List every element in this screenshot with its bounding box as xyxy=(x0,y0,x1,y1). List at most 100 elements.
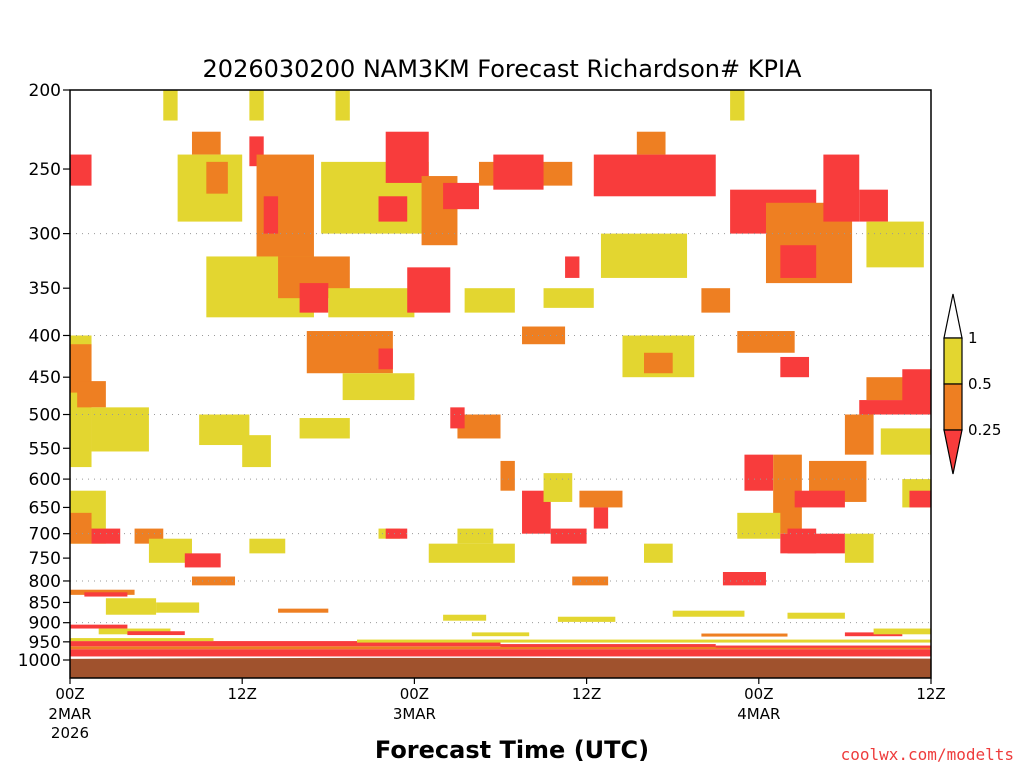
ri-cell-yellow xyxy=(242,435,271,468)
ri-cell-red xyxy=(70,641,501,647)
y-tick-label-450: 450 xyxy=(29,368,61,388)
ri-cell-orange xyxy=(701,288,731,313)
ri-cell-red xyxy=(859,189,888,222)
ri-cell-red xyxy=(794,490,845,508)
ri-cell-red xyxy=(565,256,580,278)
ri-cell-yellow xyxy=(299,418,350,439)
ri-cell-yellow xyxy=(787,612,845,619)
y-tick-label-300: 300 xyxy=(29,225,61,245)
ri-cell-red xyxy=(780,356,810,378)
ri-cell-yellow xyxy=(105,598,157,615)
y-tick-label-1000: 1000 xyxy=(18,651,61,671)
x-tick-year-0: 2026 xyxy=(51,724,89,742)
ri-cell-red xyxy=(715,645,931,648)
legend-label-1: 1 xyxy=(968,329,978,347)
ri-cell-red xyxy=(378,196,408,222)
ri-cell-yellow xyxy=(70,638,214,642)
ri-cell-red xyxy=(780,245,817,278)
ri-cell-red xyxy=(407,267,451,313)
ri-cell-orange xyxy=(206,161,228,194)
ri-cell-orange xyxy=(77,381,106,408)
x-tick-label-0: 00Z xyxy=(55,685,84,703)
ri-cell-red xyxy=(70,154,92,186)
ri-cell-yellow xyxy=(737,512,781,539)
ri-cell-yellow xyxy=(543,473,573,502)
ri-cell-orange xyxy=(70,512,92,544)
ri-cell-orange xyxy=(579,490,623,508)
ri-cell-yellow xyxy=(672,610,745,617)
x-tick-label-2: 00Z xyxy=(400,685,429,703)
ri-cell-yellow xyxy=(457,528,494,544)
y-axis: 200 250 300 350 400 450 500 550 600 650 700 750 8008… xyxy=(18,81,70,671)
ri-cell-yellow xyxy=(471,632,530,637)
ri-cell-orange xyxy=(278,608,329,613)
y-tick-label-250: 250 xyxy=(29,160,61,180)
ground-fill xyxy=(70,657,931,678)
ri-cell-orange xyxy=(844,414,874,455)
ri-cell-orange xyxy=(70,646,931,650)
ground-polygon xyxy=(70,657,931,678)
ri-cell-yellow xyxy=(328,288,415,318)
ri-cell-red xyxy=(593,507,609,529)
ri-cell-red xyxy=(443,182,479,210)
y-tick-label-850: 850 xyxy=(29,593,61,613)
ri-cell-red xyxy=(385,528,408,539)
ri-cell-yellow xyxy=(464,288,515,313)
ri-cell-red xyxy=(909,490,931,508)
legend-label-0.5: 0.5 xyxy=(968,375,992,393)
ri-cell-red xyxy=(780,533,845,554)
ri-cell-orange xyxy=(522,326,566,345)
y-tick-label-350: 350 xyxy=(29,279,61,299)
ri-cell-orange xyxy=(636,131,666,155)
ri-cell-yellow xyxy=(163,90,178,121)
x-axis-label: Forecast Time (UTC) xyxy=(375,736,649,764)
ri-cell-yellow xyxy=(428,543,515,563)
ri-cell-red xyxy=(902,369,931,415)
ri-cell-red xyxy=(722,572,766,586)
ri-cell-red xyxy=(550,528,587,544)
ri-cell-yellow xyxy=(385,377,415,397)
ri-cell-yellow xyxy=(844,533,874,563)
y-tick-label-700: 700 xyxy=(29,525,61,545)
ri-cell-orange xyxy=(70,344,92,393)
ri-cell-yellow xyxy=(557,616,616,622)
ri-cell-red xyxy=(385,131,429,183)
ri-cell-yellow xyxy=(730,90,745,121)
legend-label-0.25: 0.25 xyxy=(968,421,1001,439)
ri-cell-yellow xyxy=(249,90,264,121)
ri-cell-red xyxy=(493,154,544,190)
ri-cell-orange xyxy=(644,352,673,374)
ri-cell-red xyxy=(91,528,121,544)
ri-cell-red xyxy=(263,196,279,234)
legend-arrow-bottom xyxy=(943,429,963,475)
x-tick-label-1: 12Z xyxy=(228,685,257,703)
ri-cell-orange xyxy=(701,633,788,637)
ri-cell-red xyxy=(744,454,774,491)
ri-cell-yellow xyxy=(335,90,350,121)
ri-cell-yellow xyxy=(644,543,673,563)
y-tick-label-650: 650 xyxy=(29,498,61,518)
y-tick-label-400: 400 xyxy=(29,326,61,346)
ri-cell-orange xyxy=(191,131,221,155)
ri-cell-yellow xyxy=(91,407,149,452)
ri-cell-red xyxy=(500,644,716,648)
x-tick-label-3: 12Z xyxy=(572,685,601,703)
ri-cell-red xyxy=(127,631,185,636)
ri-cell-yellow xyxy=(357,639,931,643)
ri-cell-red xyxy=(299,283,329,313)
ri-cell-orange xyxy=(500,460,515,491)
y-tick-label-550: 550 xyxy=(29,439,61,459)
x-tick-date-2: 3MAR xyxy=(393,705,436,723)
y-tick-label-800: 800 xyxy=(29,572,61,592)
ri-cell-yellow xyxy=(443,614,487,621)
ri-cell-orange xyxy=(70,589,135,595)
ri-cell-red xyxy=(450,407,465,429)
x-tick-label-4: 00Z xyxy=(744,685,773,703)
legend-arrow-top xyxy=(943,293,963,339)
ri-cell-yellow xyxy=(873,628,931,635)
ri-cell-red xyxy=(378,348,393,370)
chart-title: 2026030200 NAM3KM Forecast Richardson# K… xyxy=(203,55,802,83)
ri-cell-red xyxy=(184,553,221,568)
